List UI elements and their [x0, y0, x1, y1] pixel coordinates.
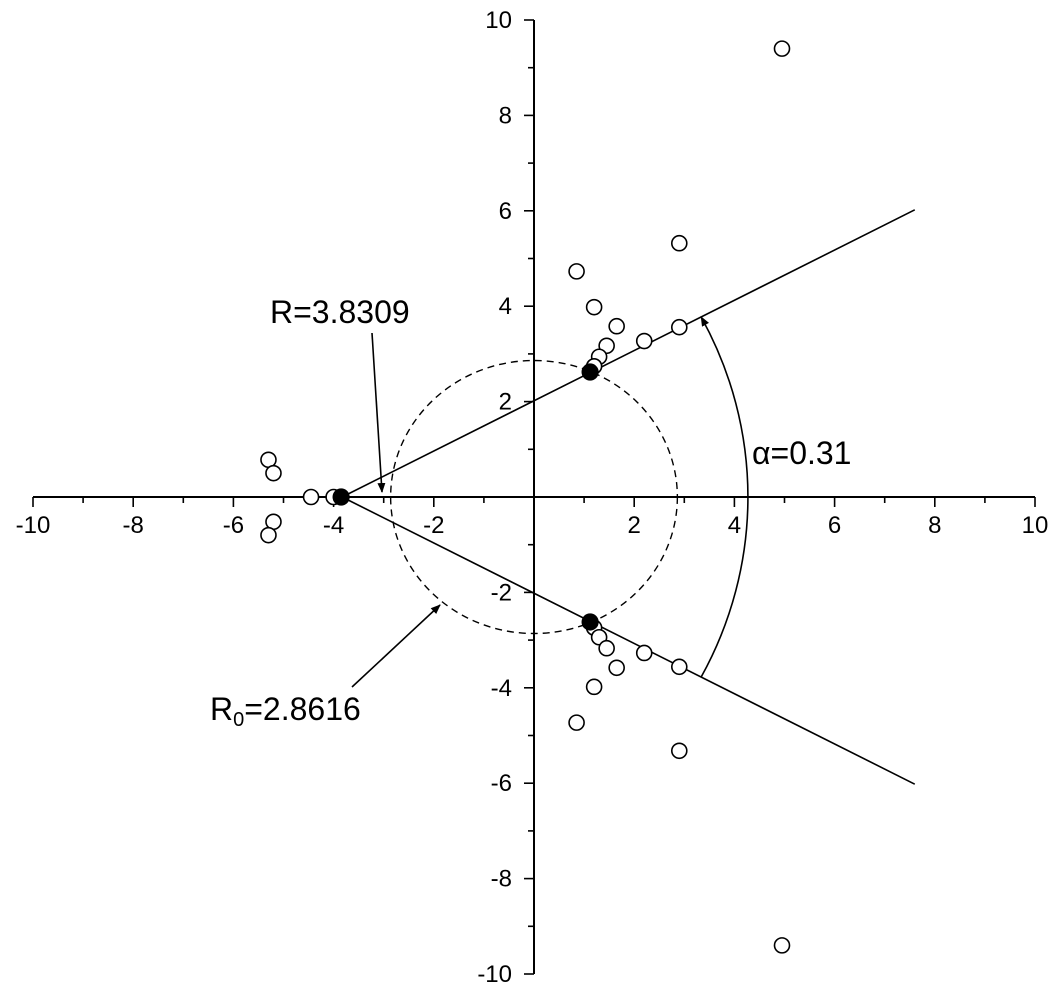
filled-point [581, 613, 599, 631]
lower-ray [341, 496, 916, 785]
open-point [635, 332, 653, 350]
x-tick-label: -6 [223, 512, 244, 539]
open-point [773, 937, 791, 954]
y-tick-label: -10 [477, 961, 512, 987]
alpha-value: =0.31 [771, 435, 852, 471]
angle-arc [700, 316, 749, 678]
axis-ticks [32, 19, 1036, 975]
open-point [670, 742, 688, 760]
y-tick-label: -8 [491, 866, 512, 893]
axis-tick-labels: -10 -8 -6 -4 -2 2 4 6 8 10 10 8 6 4 2 -2 -4 -6 -8 -10 [16, 7, 1049, 987]
dashed-circle-group [389, 359, 679, 635]
y-tick-label: 8 [499, 102, 512, 129]
r0-label-main: R [210, 691, 233, 727]
x-tick-label: 10 [1022, 512, 1049, 539]
open-point [568, 263, 585, 280]
y-tick-label: -2 [491, 579, 512, 606]
open-point [265, 464, 282, 482]
r0-label-value: =2.8616 [244, 691, 361, 727]
r0-label-subscript: 0 [233, 709, 244, 731]
alpha-symbol: α [752, 435, 771, 471]
open-point [598, 639, 615, 657]
open-point [302, 488, 320, 506]
x-tick-label: 6 [828, 512, 841, 539]
alpha-label: α=0.31 [752, 435, 851, 471]
r0-label-pointer [351, 604, 441, 688]
open-point [608, 659, 625, 677]
x-tick-label: 2 [628, 512, 641, 539]
rays-group [341, 209, 916, 785]
open-point [670, 658, 688, 676]
open-point [635, 644, 653, 662]
open-point [585, 678, 603, 696]
dashed-circle [389, 359, 679, 635]
x-tick-label: 8 [928, 512, 941, 539]
data-points [260, 40, 791, 954]
x-tick-label: -8 [123, 512, 144, 539]
open-point [608, 317, 625, 335]
r0-label: R0=2.8616 [210, 691, 361, 731]
open-point [585, 298, 603, 316]
y-tick-label: -6 [491, 770, 512, 797]
open-point [260, 526, 277, 544]
x-tick-label: -10 [16, 512, 51, 539]
filled-point [332, 488, 350, 506]
y-tick-label: 6 [499, 198, 512, 225]
open-point [670, 318, 688, 336]
upper-ray [341, 209, 916, 498]
y-tick-label: 4 [499, 293, 512, 320]
open-point [568, 714, 585, 731]
radius-label: R=3.8309 [270, 294, 410, 330]
open-point [670, 234, 688, 252]
angle-arc-group [700, 316, 749, 678]
axes [33, 20, 1035, 974]
x-tick-label: -2 [423, 512, 444, 539]
y-tick-label: 2 [499, 389, 512, 416]
x-tick-label: 4 [728, 512, 741, 539]
y-tick-label: 10 [485, 7, 512, 34]
y-tick-label: -4 [491, 675, 512, 702]
filled-point [581, 363, 599, 381]
open-point [773, 40, 791, 57]
radius-label-pointer [371, 332, 386, 493]
x-tick-label: -4 [323, 512, 344, 539]
